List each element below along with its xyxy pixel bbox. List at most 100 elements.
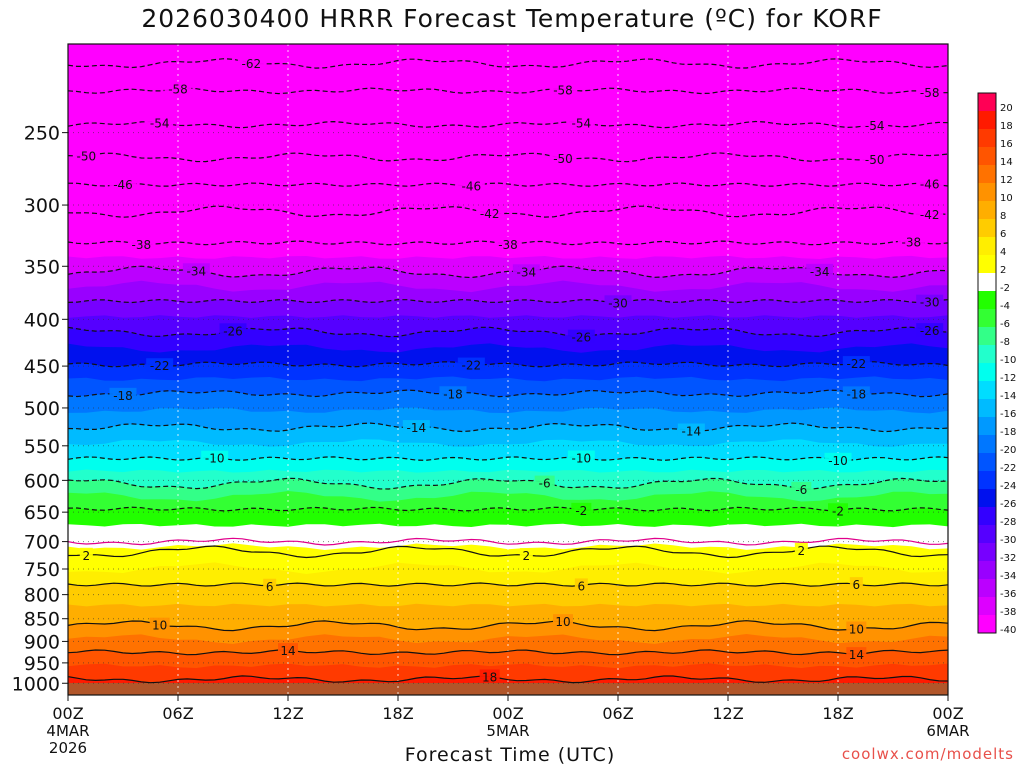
colorbar-swatch <box>978 597 996 615</box>
colorbar-label: -32 <box>1000 553 1016 564</box>
colorbar-label: -28 <box>1000 517 1016 528</box>
contour-label-bg <box>567 115 595 129</box>
contour-label-bg <box>916 176 944 190</box>
contour-label-bg <box>109 387 137 401</box>
contour-label: 6 <box>266 580 274 594</box>
contour-label-bg <box>402 420 430 434</box>
colorbar-label: -4 <box>1000 301 1010 312</box>
x-tick-label: 18Z <box>822 704 853 723</box>
contour-label-bg <box>567 450 595 464</box>
contour-label-bg <box>791 481 812 495</box>
colorbar-label: -26 <box>1000 499 1016 510</box>
colorbar-swatch <box>978 489 996 507</box>
y-tick-label: 500 <box>24 398 60 420</box>
contour-label-bg <box>842 386 870 400</box>
colorbar-label: -20 <box>1000 445 1016 456</box>
contour-label: -46 <box>920 178 940 192</box>
contour-label: 2 <box>798 544 806 558</box>
y-tick-label: 1000 <box>12 673 60 695</box>
contour-line <box>67 326 949 338</box>
contour-label-bg <box>182 263 210 277</box>
contour-label-bg <box>519 548 533 562</box>
contour-label-bg <box>849 577 863 591</box>
contour-line <box>67 182 949 187</box>
contour-line <box>67 620 949 632</box>
colorbar-swatch <box>978 129 996 147</box>
colorbar-swatch <box>978 147 996 165</box>
contour-label-bg <box>219 323 247 337</box>
contour-label-bg <box>263 578 277 592</box>
contour-label: -18 <box>443 387 463 401</box>
contour-label: 2 <box>83 549 91 563</box>
colorbar-label: 10 <box>1000 193 1013 204</box>
contour-label: -30 <box>920 296 940 310</box>
contour-label: -26 <box>223 324 243 338</box>
colorbar-swatch <box>978 93 996 111</box>
colorbar-swatch <box>978 435 996 453</box>
contour-line <box>67 120 949 129</box>
contour-label-bg <box>677 423 705 437</box>
y-tick-label: 450 <box>24 356 60 378</box>
contour-label: 10 <box>555 615 570 629</box>
contour-label-bg <box>476 206 504 220</box>
contour-label-bg <box>828 503 848 517</box>
colorbar-label: 16 <box>1000 139 1013 150</box>
contour-line <box>67 389 949 398</box>
colorbar-label: 4 <box>1000 247 1006 258</box>
contour-label-bg <box>237 55 265 69</box>
contour-label: -14 <box>407 421 427 435</box>
y-tick-label: 850 <box>24 609 60 631</box>
x-tick-label: 00Z <box>52 704 83 723</box>
contour-label: -22 <box>847 357 867 371</box>
y-tick-label: 550 <box>24 436 60 458</box>
x-tick-sublabel: 2026 <box>49 739 87 757</box>
contour-line <box>67 87 948 95</box>
contour-lines: -62-58 -58 -58-54 -54 -54-50 -50 -50-46 -46 -46-… <box>67 55 949 685</box>
colorbar-swatch <box>978 237 996 255</box>
colorbar-label: -24 <box>1000 481 1016 492</box>
contour-label-bg <box>824 452 852 466</box>
x-tick-label: 00Z <box>492 704 523 723</box>
y-tick-label: 350 <box>24 256 60 278</box>
contour-label: -14 <box>682 425 702 439</box>
x-tick-label: 06Z <box>162 704 193 723</box>
contour-label: -38 <box>498 238 518 252</box>
colorbar-swatch <box>978 471 996 489</box>
colorbar-label: -30 <box>1000 535 1016 546</box>
colorbar-swatch <box>978 507 996 525</box>
colorbar-label: 14 <box>1000 157 1013 168</box>
contour-label-bg <box>146 115 174 129</box>
contour-line <box>67 506 949 512</box>
contour-label-bg <box>897 234 925 248</box>
colorbar-label: 8 <box>1000 211 1006 222</box>
colorbar-swatch <box>978 615 996 633</box>
contour-label-bg <box>457 357 485 371</box>
colorbar-swatch <box>978 327 996 345</box>
y-tick-label: 650 <box>24 502 60 524</box>
colorbar-swatch <box>978 201 996 219</box>
colorbar-label: -8 <box>1000 337 1010 348</box>
contour-line <box>67 205 949 218</box>
contour-line <box>67 298 949 304</box>
colorbar-frame <box>977 92 997 634</box>
contour-label: 10 <box>152 619 167 633</box>
colorbar-swatch <box>978 309 996 327</box>
contour-label: -2 <box>832 504 844 518</box>
contour-line <box>67 58 949 69</box>
contour-label: -58 <box>553 83 573 97</box>
y-tick-label: 300 <box>24 195 60 217</box>
contour-label-bg <box>149 617 170 631</box>
contour-label-bg <box>479 669 500 683</box>
contour-line <box>67 265 949 279</box>
y-tick-label: 600 <box>24 470 60 492</box>
contour-label-bg <box>494 236 522 250</box>
contour-label-bg <box>512 264 540 278</box>
colorbar-swatch <box>978 345 996 363</box>
colorbar-label: -16 <box>1000 409 1016 420</box>
colorbar-label: -14 <box>1000 391 1016 402</box>
contour-label: -30 <box>608 296 628 310</box>
contour-label-bg <box>846 621 867 635</box>
colorbar-swatch <box>978 381 996 399</box>
